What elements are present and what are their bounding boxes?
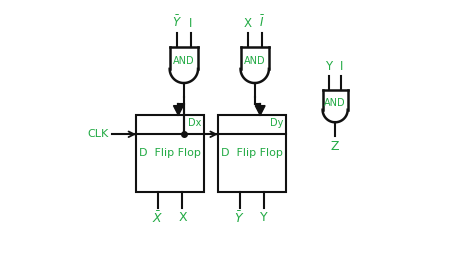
Text: $\bar{Y}$: $\bar{Y}$ [235,211,245,226]
Polygon shape [173,106,183,115]
Text: AND: AND [173,56,195,66]
Text: $\bar{Y}$: $\bar{Y}$ [172,15,182,30]
Text: CLK: CLK [88,129,109,139]
Text: Y: Y [260,211,268,224]
Text: I: I [189,17,192,30]
Text: AND: AND [324,98,346,108]
Bar [218,115,286,192]
Text: I: I [340,60,343,73]
Text: $\bar{I}$: $\bar{I}$ [259,15,265,30]
Text: X: X [244,17,252,30]
Text: X: X [178,211,187,224]
Text: D  Flip Flop: D Flip Flop [139,148,201,158]
Polygon shape [255,106,265,115]
Text: Dx: Dx [188,118,201,128]
Text: Y: Y [325,60,332,73]
Text: Z: Z [331,140,339,153]
Text: D  Flip Flop: D Flip Flop [221,148,283,158]
Text: AND: AND [244,56,265,66]
Text: $\bar{X}$: $\bar{X}$ [152,211,164,226]
Bar [136,115,204,192]
Text: Dy: Dy [270,118,283,128]
